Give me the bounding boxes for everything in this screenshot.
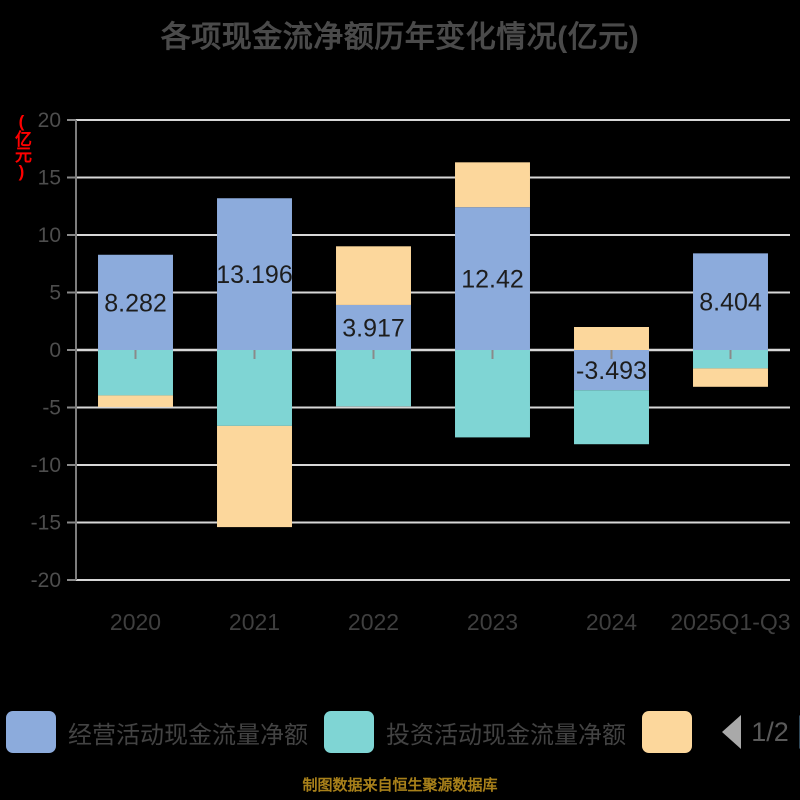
y-axis-tick-label: 20	[38, 109, 61, 132]
x-axis-category-label: 2020	[110, 609, 161, 635]
footer-note: 制图数据来自恒生聚源数据库	[302, 777, 498, 794]
legend-swatch-icon-1	[324, 711, 374, 753]
bar-segment[interactable]	[455, 350, 530, 438]
legend-page-count: 1/2	[751, 716, 789, 747]
bar-segment[interactable]	[574, 390, 649, 445]
bar-value-label: -3.493	[576, 357, 647, 385]
y-axis-tick-label: -20	[31, 569, 61, 592]
bar-segment[interactable]	[574, 327, 649, 350]
legend-swatch-icon-0	[6, 711, 56, 753]
legend-item-2[interactable]	[642, 711, 704, 753]
bar-segment[interactable]	[217, 198, 292, 350]
y-axis-tick-label: -5	[42, 397, 61, 420]
x-axis-category-label: 2021	[229, 609, 280, 635]
bar-segment[interactable]	[336, 350, 411, 407]
bar-value-label: 12.42	[461, 266, 524, 294]
y-axis-tick-label: -10	[31, 454, 61, 477]
chart-plot-area: 20 15 10 5 0 -5 -10 -15 -20 2020 2021 2022 2023 2024 2…	[31, 109, 791, 635]
y-axis-tick-label: 0	[49, 339, 61, 362]
page-title: 各项现金流净额历年变化情况(亿元)	[160, 21, 640, 54]
bar-value-label: 13.196	[216, 261, 292, 289]
bar-segment[interactable]	[693, 253, 768, 350]
bar-segment[interactable]	[336, 304, 411, 350]
y-axis-tick-label: 15	[38, 167, 61, 190]
x-axis-category-label: 2024	[586, 609, 637, 635]
legend-pager: 1/2	[722, 715, 800, 749]
bar-value-label: 8.404	[699, 289, 762, 317]
bar-value-label: 8.282	[104, 289, 167, 317]
x-axis-category-label: 2025Q1-Q3	[670, 609, 790, 635]
bar-value-label: 3.917	[342, 314, 405, 342]
legend-item-1[interactable]: 投资活动现金流量净额	[324, 711, 626, 753]
bar-segment[interactable]	[217, 350, 292, 426]
bar-segment[interactable]	[98, 395, 173, 407]
bar-segment[interactable]	[98, 254, 173, 350]
legend-item-0[interactable]: 经营活动现金流量净额	[6, 711, 308, 753]
chart-legend: 经营活动现金流量净额 投资活动现金流量净额 1/2	[0, 706, 800, 758]
legend-label-0: 经营活动现金流量净额	[68, 721, 308, 749]
bar-segment[interactable]	[217, 425, 292, 528]
bar-segment[interactable]	[455, 207, 530, 350]
x-axis-category-label: 2022	[348, 609, 399, 635]
y-axis-tick-label: -15	[31, 512, 61, 535]
x-axis-category-label: 2023	[467, 609, 518, 635]
bar-segment[interactable]	[336, 246, 411, 305]
legend-label-1: 投资活动现金流量净额	[386, 721, 626, 749]
bar-segment[interactable]	[693, 368, 768, 387]
bar-segment[interactable]	[693, 350, 768, 369]
y-axis-tick-label: 5	[49, 282, 61, 305]
y-axis-tick-label: 10	[38, 224, 61, 247]
triangle-left-icon[interactable]	[722, 715, 741, 749]
y-axis-unit-label: (亿元)	[12, 112, 31, 180]
bar-segment[interactable]	[455, 162, 530, 208]
legend-swatch-icon-2	[642, 711, 692, 753]
